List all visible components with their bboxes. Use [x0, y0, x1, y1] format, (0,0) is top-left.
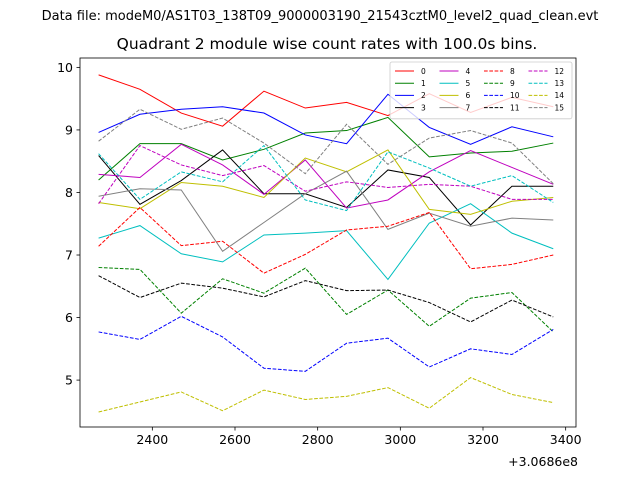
legend-label-4: 4: [466, 67, 471, 76]
series-line-4: [98, 143, 554, 209]
legend-label-3: 3: [421, 103, 426, 112]
legend-label-7: 7: [466, 103, 471, 112]
series-line-15: [98, 108, 554, 185]
legend-label-14: 14: [555, 91, 565, 100]
x-tick-label: 2400: [136, 432, 168, 447]
legend-label-6: 6: [466, 91, 471, 100]
chart-title: Quadrant 2 module wise count rates with …: [117, 35, 538, 53]
series-line-6: [98, 149, 554, 215]
legend-label-5: 5: [466, 79, 471, 88]
series-line-14: [98, 377, 554, 413]
series-line-9: [98, 267, 554, 333]
series-line-5: [98, 203, 554, 281]
legend-label-11: 11: [510, 103, 520, 112]
x-tick-label: 2800: [302, 432, 334, 447]
legend-label-9: 9: [510, 79, 515, 88]
legend-label-13: 13: [555, 79, 565, 88]
legend-label-10: 10: [510, 91, 520, 100]
y-tick-label: 8: [65, 185, 73, 200]
legend-label-8: 8: [510, 67, 515, 76]
x-axis-offset-label: +3.0686e8: [508, 454, 578, 469]
y-tick-label: 9: [65, 122, 73, 137]
legend-label-2: 2: [421, 91, 426, 100]
series-line-3: [98, 149, 554, 226]
series-line-10: [98, 315, 554, 372]
series-line-7: [98, 170, 554, 252]
series-line-2: [98, 93, 554, 145]
y-tick-label: 7: [65, 248, 73, 263]
figure-suptitle: Data file: modeM0/AS1T03_138T09_90000031…: [42, 9, 599, 24]
legend-box: [389, 61, 573, 120]
plot-area: [98, 74, 554, 413]
legend-label-12: 12: [555, 67, 565, 76]
x-tick-label: 2600: [219, 432, 251, 447]
x-tick-label: 3000: [384, 432, 416, 447]
series-line-1: [98, 116, 554, 181]
y-tick-label: 6: [65, 310, 73, 325]
legend-label-1: 1: [421, 79, 426, 88]
series-line-13: [98, 144, 554, 212]
series-line-11: [98, 275, 554, 323]
legend-label-15: 15: [555, 103, 565, 112]
y-tick-label: 5: [65, 373, 73, 388]
legend-label-0: 0: [421, 67, 426, 76]
x-tick-label: 3200: [467, 432, 499, 447]
x-tick-label: 3400: [550, 432, 582, 447]
series-line-8: [98, 206, 554, 274]
y-tick-label: 10: [57, 60, 73, 75]
series-line-12: [98, 144, 554, 205]
axes-frame: [79, 57, 577, 428]
